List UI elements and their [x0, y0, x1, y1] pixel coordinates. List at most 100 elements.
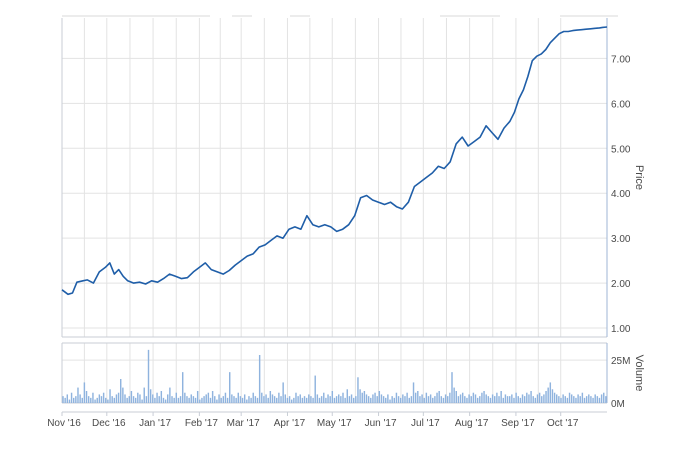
volume-bar — [218, 394, 220, 403]
volume-bar — [203, 396, 205, 403]
date-tick-label: Jul '17 — [411, 418, 440, 429]
volume-bar — [152, 394, 154, 403]
price-tick-label: 6.00 — [611, 99, 631, 110]
volume-bar — [288, 396, 291, 403]
volume-bar — [181, 372, 184, 403]
volume-bar — [570, 394, 573, 403]
date-tick-label: Aug '17 — [455, 418, 489, 429]
volume-bar — [196, 391, 199, 403]
volume-bar — [122, 387, 124, 403]
volume-bar — [250, 397, 252, 403]
volume-bar — [500, 391, 502, 403]
volume-bar — [92, 392, 94, 403]
volume-bar — [214, 396, 216, 403]
volume-bar — [523, 396, 526, 403]
volume-bar — [329, 396, 331, 403]
volume-bar — [120, 379, 122, 403]
volume-bar — [222, 396, 225, 403]
volume-bar — [190, 394, 192, 403]
volume-bar — [404, 396, 406, 403]
date-tick-label: Feb '17 — [185, 418, 218, 429]
date-tick-label: Oct '17 — [547, 418, 579, 429]
volume-bar — [216, 399, 218, 403]
volume-bar — [265, 394, 267, 403]
volume-bar — [173, 397, 175, 403]
volume-bar — [600, 394, 603, 403]
volume-bar — [156, 392, 158, 403]
volume-tick-label: 0M — [611, 399, 625, 410]
volume-bar — [521, 394, 524, 403]
volume-bar — [440, 396, 443, 403]
volume-bar — [575, 397, 577, 403]
volume-bar — [402, 394, 404, 403]
volume-axis-title: Volume — [633, 355, 645, 392]
volume-bars — [62, 349, 607, 403]
volume-bar — [280, 396, 282, 403]
volume-bar — [348, 396, 351, 403]
volume-bar — [583, 397, 586, 403]
price-line — [61, 26, 608, 296]
volume-bar — [158, 396, 160, 403]
volume-bar — [519, 397, 522, 403]
volume-bar — [387, 394, 389, 403]
volume-bar — [551, 389, 554, 403]
volume-bar — [239, 396, 242, 403]
volume-bar — [75, 396, 77, 403]
volume-bar — [374, 392, 376, 403]
volume-bar — [342, 392, 344, 403]
volume-bar — [399, 397, 402, 403]
volume-bar — [449, 392, 451, 403]
volume-bar — [397, 396, 400, 403]
volume-bar — [444, 394, 447, 403]
volume-bar — [549, 382, 552, 403]
volume-bar — [286, 397, 289, 403]
volume-bar — [545, 391, 547, 403]
volume-bar — [164, 399, 167, 403]
volume-bar — [472, 392, 475, 403]
volume-bar — [194, 397, 197, 403]
volume-bar — [506, 396, 509, 403]
volume-bar — [429, 394, 432, 403]
volume-bar — [124, 394, 126, 403]
volume-bar — [90, 397, 92, 403]
volume-bar — [534, 397, 537, 403]
volume-bar — [532, 396, 534, 403]
volume-bar — [425, 392, 428, 403]
volume-bar — [504, 394, 507, 403]
volume-bar — [284, 394, 287, 403]
volume-bar — [412, 382, 415, 403]
volume-bar — [581, 392, 584, 403]
grid-layer — [61, 18, 607, 404]
volume-bar — [68, 399, 71, 403]
volume-bar — [340, 396, 342, 403]
volume-bar — [113, 397, 116, 403]
price-tick-label: 1.00 — [611, 324, 631, 335]
volume-bar — [246, 399, 248, 403]
volume-bar — [149, 389, 152, 403]
volume-bar — [94, 399, 96, 403]
volume-bar — [395, 392, 398, 403]
volume-bar — [175, 392, 178, 403]
volume-bar — [596, 396, 599, 403]
volume-bar — [461, 392, 464, 403]
volume-bar — [62, 396, 64, 403]
volume-bar — [269, 391, 272, 403]
volume-bar — [594, 394, 596, 403]
volume-bar — [154, 397, 156, 403]
volume-bar — [603, 392, 605, 403]
volume-bar — [468, 394, 470, 403]
volume-bar — [297, 396, 299, 403]
volume-bar — [248, 396, 250, 403]
volume-bar — [83, 382, 86, 403]
volume-bar — [207, 392, 210, 403]
volume-bar — [305, 397, 308, 403]
volume-bar — [263, 396, 265, 403]
volume-bar — [179, 396, 182, 403]
volume-bar — [508, 396, 511, 403]
chart-frame — [61, 18, 608, 416]
volume-bar — [498, 396, 500, 403]
volume-bar — [318, 397, 321, 403]
volume-bar — [186, 396, 188, 403]
volume-bar — [410, 396, 413, 403]
